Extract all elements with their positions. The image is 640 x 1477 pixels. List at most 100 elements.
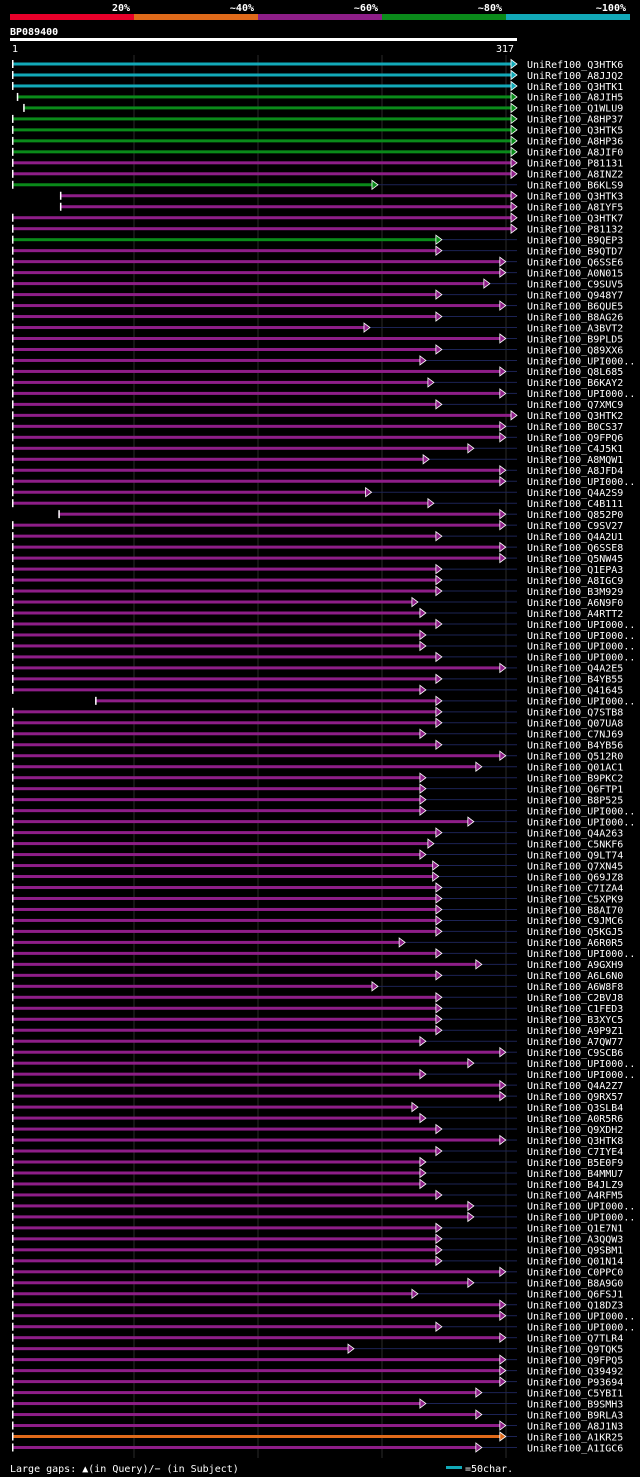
hit-label[interactable]: UniRef100_Q6SSE8 [527, 543, 623, 554]
hit-label[interactable]: UniRef100_A8HP36 [527, 137, 623, 148]
hit-label[interactable]: UniRef100_UPI000.. [527, 1059, 635, 1070]
hit-row[interactable]: UniRef100_A6L6N0 [12, 970, 623, 982]
hit-row[interactable]: UniRef100_B9PLD5 [12, 333, 623, 345]
hit-label[interactable]: UniRef100_Q3HTK7 [527, 214, 623, 225]
hit-row[interactable]: UniRef100_UPI000.. [12, 816, 635, 828]
hit-row[interactable]: UniRef100_Q3HTK5 [12, 124, 623, 137]
hit-row[interactable]: UniRef100_B4JLZ9 [12, 1178, 623, 1191]
hit-row[interactable]: UniRef100_Q7TLR4 [12, 1332, 623, 1344]
hit-row[interactable]: UniRef100_A1KR25 [12, 1431, 623, 1443]
hit-label[interactable]: UniRef100_Q9LT74 [527, 850, 623, 861]
hit-label[interactable]: UniRef100_Q3SLB4 [527, 1103, 623, 1114]
hit-label[interactable]: UniRef100_B6QUE5 [527, 301, 623, 312]
hit-row[interactable]: UniRef100_B4MMU7 [12, 1167, 623, 1180]
hit-label[interactable]: UniRef100_A6L6N0 [527, 971, 623, 982]
hit-label[interactable]: UniRef100_Q9TQK5 [527, 1344, 623, 1355]
hit-row[interactable]: UniRef100_Q89XX6 [12, 344, 623, 356]
hit-row[interactable]: UniRef100_Q5KGJ5 [12, 926, 623, 938]
hit-label[interactable]: UniRef100_B4YB56 [527, 741, 623, 752]
hit-row[interactable]: UniRef100_A8MQW1 [12, 453, 623, 466]
hit-row[interactable]: UniRef100_B6KLS9 [12, 179, 623, 192]
hit-label[interactable]: UniRef100_Q69JZ8 [527, 872, 623, 883]
hit-row[interactable]: UniRef100_UPI000.. [12, 948, 635, 960]
hit-label[interactable]: UniRef100_Q8L685 [527, 367, 623, 378]
hit-label[interactable]: UniRef100_UPI000.. [527, 697, 635, 708]
hit-row[interactable]: UniRef100_Q3SLB4 [12, 1101, 623, 1114]
hit-label[interactable]: UniRef100_Q3HTK2 [527, 411, 623, 422]
hit-row[interactable]: UniRef100_Q41645 [12, 684, 623, 697]
hit-row[interactable]: UniRef100_Q3HTK6 [12, 58, 623, 71]
hit-row[interactable]: UniRef100_UPI000.. [12, 1310, 635, 1323]
hit-label[interactable]: UniRef100_Q07UA8 [527, 719, 623, 730]
hit-label[interactable]: UniRef100_B4JLZ9 [527, 1180, 623, 1191]
hit-row[interactable]: UniRef100_B8AI70 [12, 904, 623, 916]
hit-row[interactable]: UniRef100_C7IZA4 [12, 882, 623, 894]
hit-row[interactable]: UniRef100_B6QUE5 [12, 300, 623, 312]
hit-label[interactable]: UniRef100_Q9SBM1 [527, 1246, 623, 1257]
hit-label[interactable]: UniRef100_Q4A2E5 [527, 664, 623, 675]
hit-row[interactable]: UniRef100_UPI000.. [95, 695, 635, 708]
hit-label[interactable]: UniRef100_Q41645 [527, 686, 623, 697]
hit-label[interactable]: UniRef100_UPI000.. [527, 817, 635, 828]
hit-row[interactable]: UniRef100_B3M929 [12, 585, 623, 598]
hit-row[interactable]: UniRef100_UPI000.. [12, 1057, 635, 1070]
hit-row[interactable]: UniRef100_Q4A2Z7 [12, 1079, 623, 1092]
hit-row[interactable]: UniRef100_C9JMC6 [12, 915, 623, 927]
hit-row[interactable]: UniRef100_A8HP37 [12, 113, 623, 126]
hit-label[interactable]: UniRef100_P81131 [527, 159, 623, 170]
hit-label[interactable]: UniRef100_Q9FPQ5 [527, 1355, 623, 1366]
hit-row[interactable]: UniRef100_Q852P0 [58, 508, 623, 521]
hit-label[interactable]: UniRef100_Q3HTK1 [527, 82, 623, 93]
hit-label[interactable]: UniRef100_A8JJQ2 [527, 71, 623, 82]
hit-label[interactable]: UniRef100_UPI000.. [527, 642, 635, 653]
hit-row[interactable]: UniRef100_B3XYC5 [12, 1013, 623, 1026]
hit-label[interactable]: UniRef100_A8IYF5 [527, 203, 623, 214]
hit-row[interactable]: UniRef100_Q9RX57 [12, 1090, 623, 1103]
hit-row[interactable]: UniRef100_Q948Y7 [12, 289, 623, 301]
hit-row[interactable]: UniRef100_A0R5R6 [12, 1112, 623, 1125]
hit-label[interactable]: UniRef100_A0R5R6 [527, 1114, 623, 1125]
hit-row[interactable]: UniRef100_Q39492 [12, 1365, 623, 1377]
hit-row[interactable]: UniRef100_A6R0R5 [12, 937, 623, 949]
hit-label[interactable]: UniRef100_B9QTD7 [527, 246, 623, 257]
hit-row[interactable]: UniRef100_P81131 [12, 157, 623, 170]
hit-row[interactable]: UniRef100_C5YBI1 [12, 1387, 623, 1399]
hit-row[interactable]: UniRef100_Q3HTK8 [12, 1134, 623, 1147]
hit-label[interactable]: UniRef100_Q01N14 [527, 1257, 623, 1268]
hit-label[interactable]: UniRef100_C9SV27 [527, 521, 623, 532]
hit-label[interactable]: UniRef100_B0CS37 [527, 422, 623, 433]
hit-row[interactable]: UniRef100_C5XPK9 [12, 893, 623, 905]
hit-row[interactable]: UniRef100_A1IGC6 [12, 1442, 623, 1454]
hit-row[interactable]: UniRef100_A8JJQ2 [12, 69, 623, 82]
hit-label[interactable]: UniRef100_P81132 [527, 225, 623, 236]
hit-label[interactable]: UniRef100_Q6FTP1 [527, 784, 623, 795]
hit-label[interactable]: UniRef100_Q3HTK8 [527, 1136, 623, 1147]
hit-row[interactable]: UniRef100_A8IGC9 [12, 574, 623, 587]
hit-label[interactable]: UniRef100_B8P525 [527, 795, 623, 806]
hit-row[interactable]: UniRef100_A8INZ2 [12, 168, 623, 181]
hit-label[interactable]: UniRef100_A8JFD4 [527, 466, 623, 477]
hit-label[interactable]: UniRef100_Q7TLR4 [527, 1333, 623, 1344]
hit-row[interactable]: UniRef100_A8IYF5 [59, 201, 623, 214]
hit-label[interactable]: UniRef100_C7NJ69 [527, 730, 623, 741]
hit-label[interactable]: UniRef100_C2BVJ8 [527, 993, 623, 1004]
hit-row[interactable]: UniRef100_C9SCB6 [12, 1046, 623, 1059]
hit-label[interactable]: UniRef100_Q1E7N1 [527, 1224, 623, 1235]
hit-row[interactable]: UniRef100_Q9LT74 [12, 849, 623, 861]
hit-row[interactable]: UniRef100_Q1WLU9 [23, 102, 623, 115]
hit-label[interactable]: UniRef100_C9JMC6 [527, 916, 623, 927]
hit-row[interactable]: UniRef100_Q9SBM1 [12, 1244, 623, 1257]
hit-row[interactable]: UniRef100_Q4A2U1 [12, 530, 623, 543]
hit-label[interactable]: UniRef100_A8HP37 [527, 115, 623, 126]
hit-row[interactable]: UniRef100_A7QW77 [12, 1035, 623, 1048]
hit-label[interactable]: UniRef100_C4B111 [527, 499, 623, 510]
hit-label[interactable]: UniRef100_A0N015 [527, 268, 623, 279]
hit-row[interactable]: UniRef100_UPI000.. [12, 1200, 635, 1213]
hit-label[interactable]: UniRef100_UPI000.. [527, 389, 635, 400]
hit-label[interactable]: UniRef100_Q01AC1 [527, 763, 623, 774]
hit-row[interactable]: UniRef100_A8JFD4 [12, 464, 623, 477]
hit-row[interactable]: UniRef100_A8J1N3 [12, 1420, 623, 1432]
hit-label[interactable]: UniRef100_Q6SSE6 [527, 257, 623, 268]
hit-row[interactable]: UniRef100_Q3HTK1 [12, 80, 623, 93]
hit-label[interactable]: UniRef100_UPI000.. [527, 631, 635, 642]
